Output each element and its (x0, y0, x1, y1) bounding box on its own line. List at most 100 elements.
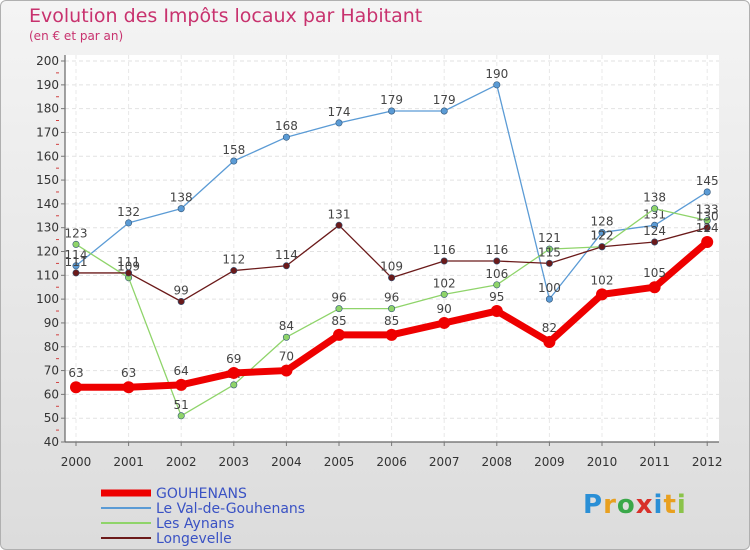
x-tick-label: 2004 (271, 455, 302, 469)
data-label: 106 (485, 267, 508, 281)
data-point (440, 290, 448, 298)
y-tick-label: 160 (36, 149, 59, 163)
y-tick-label: 200 (36, 54, 59, 68)
data-point (72, 262, 80, 270)
data-label: 105 (643, 266, 666, 280)
data-label: 63 (121, 366, 136, 380)
data-label: 102 (591, 273, 614, 287)
data-label: 124 (643, 224, 666, 238)
data-label: 174 (328, 105, 351, 119)
data-point (70, 381, 82, 394)
data-label: 138 (643, 191, 666, 205)
x-tick-label: 2008 (482, 455, 513, 469)
data-label: 85 (384, 314, 399, 328)
y-tick-label: 100 (36, 292, 59, 306)
data-point (385, 328, 398, 341)
data-label: 96 (384, 291, 399, 305)
data-label: 158 (222, 143, 245, 157)
data-point (545, 259, 553, 267)
legend-label: Le Val-de-Gouhenans (156, 501, 305, 517)
data-point (177, 205, 185, 213)
data-label: 70 (279, 350, 294, 364)
chart-title: Evolution des Impôts locaux par Habitant (29, 5, 423, 27)
data-label: 179 (380, 93, 403, 107)
data-label: 121 (538, 231, 561, 245)
data-label: 124 (696, 221, 719, 235)
data-point (230, 157, 238, 165)
y-tick-label: 90 (44, 316, 59, 330)
data-point (72, 269, 80, 277)
data-point (72, 240, 80, 248)
data-point (490, 305, 503, 318)
data-point (122, 381, 135, 394)
x-tick-label: 2002 (166, 455, 197, 469)
data-point (545, 245, 553, 253)
data-point (545, 295, 553, 303)
data-point (227, 366, 240, 379)
data-point (598, 228, 606, 236)
data-point (543, 335, 556, 348)
y-tick-label: 150 (36, 173, 59, 187)
data-label: 96 (331, 291, 346, 305)
data-point (493, 81, 501, 89)
data-label: 115 (538, 245, 561, 259)
data-label: 138 (170, 191, 193, 205)
data-point (177, 412, 185, 420)
y-tick-label: 180 (36, 102, 59, 116)
series-le-val-de-gouhenans: 114 132 138 158 168 174 179 179 190 100 128 131 145 (65, 67, 719, 303)
y-tick-label: 50 (44, 411, 59, 425)
data-label: 133 (696, 203, 719, 217)
data-label: 111 (117, 255, 140, 269)
data-label: 114 (275, 248, 298, 262)
data-label: 122 (591, 229, 614, 243)
data-label: 116 (485, 243, 508, 257)
grid-lines (65, 55, 719, 443)
x-tick-label: 2001 (113, 455, 144, 469)
data-point (703, 224, 711, 232)
x-tick-label: 2007 (429, 455, 460, 469)
y-tick-label: 190 (36, 78, 59, 92)
y-tick-label: 130 (36, 221, 59, 235)
data-point (335, 119, 343, 127)
data-point (125, 219, 133, 227)
data-point (177, 298, 185, 306)
data-point (651, 205, 659, 213)
data-point (493, 281, 501, 289)
x-tick-label: 2003 (219, 455, 250, 469)
x-tick-label: 2000 (61, 455, 92, 469)
data-point (440, 107, 448, 115)
data-point (388, 305, 396, 313)
x-tick-label: 2011 (639, 455, 670, 469)
data-point (333, 328, 345, 341)
data-point (703, 217, 711, 225)
data-label: 99 (174, 284, 189, 298)
data-point (651, 238, 659, 246)
x-tick-label: 2006 (376, 455, 407, 469)
data-point (230, 267, 238, 275)
data-label: 82 (542, 321, 557, 335)
data-point (282, 133, 290, 141)
data-point (175, 378, 188, 391)
data-point (596, 288, 608, 301)
legend-label: Les Aynans (156, 516, 234, 532)
data-label: 131 (328, 207, 351, 221)
y-tick-label: 80 (44, 340, 59, 354)
data-label: 111 (65, 255, 88, 269)
data-label: 90 (437, 302, 452, 316)
data-point (282, 262, 290, 270)
data-label: 85 (331, 314, 346, 328)
data-point (230, 381, 238, 389)
legend-label: Longevelle (156, 531, 232, 547)
data-label: 168 (275, 119, 298, 133)
data-label: 116 (433, 243, 456, 257)
data-label: 128 (591, 214, 614, 228)
data-point (388, 274, 396, 282)
data-label: 122 (591, 229, 614, 243)
data-point (335, 305, 343, 313)
data-label: 130 (696, 210, 719, 224)
